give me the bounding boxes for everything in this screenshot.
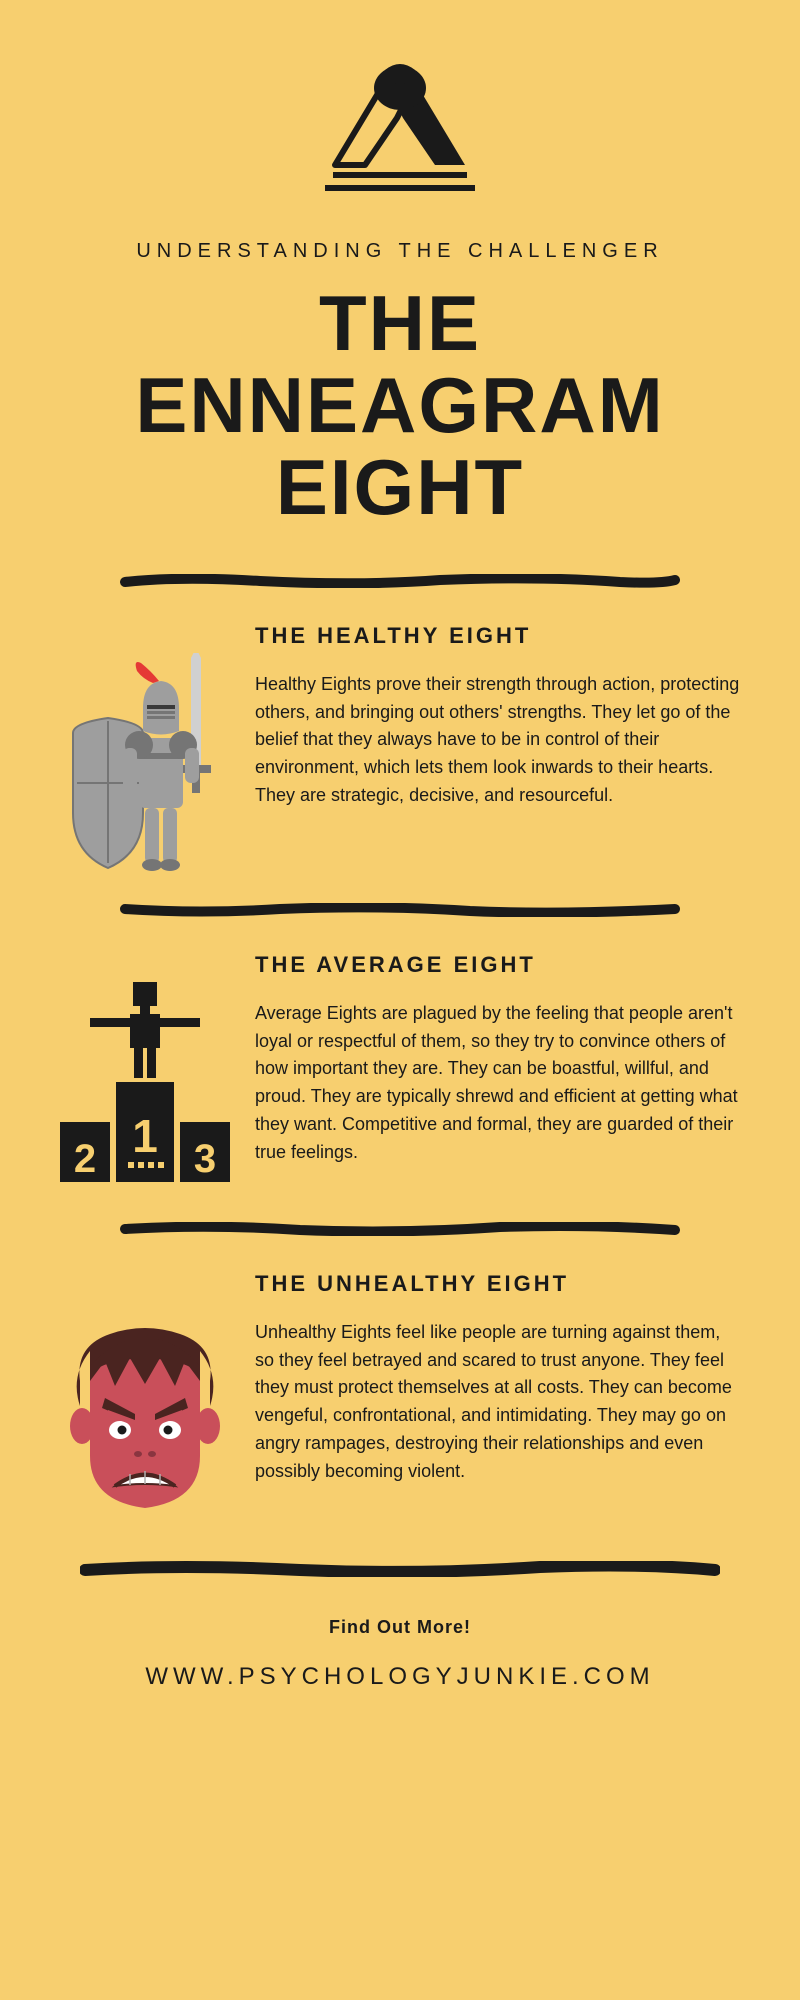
- divider-icon: [80, 1561, 720, 1577]
- section-unhealthy: THE UNHEALTHY EIGHT Unhealthy Eights fee…: [60, 1271, 740, 1516]
- section-healthy: THE HEALTHY EIGHT Healthy Eights prove t…: [60, 623, 740, 873]
- svg-text:2: 2: [74, 1137, 96, 1181]
- svg-text:3: 3: [194, 1137, 216, 1181]
- divider-icon: [120, 903, 680, 917]
- angry-face-icon: [60, 1271, 230, 1516]
- divider-icon: [120, 1222, 680, 1236]
- divider-icon: [120, 574, 680, 588]
- podium-icon: 1 2 3: [60, 952, 230, 1192]
- section-body: Average Eights are plagued by the feelin…: [255, 1000, 740, 1167]
- section-body: Healthy Eights prove their strength thro…: [255, 671, 740, 810]
- section-body: Unhealthy Eights feel like people are tu…: [255, 1319, 740, 1486]
- knight-icon: [60, 623, 230, 873]
- footer-url: WWW.PSYCHOLOGYJUNKIE.COM: [145, 1663, 654, 1691]
- svg-text:1: 1: [132, 1110, 158, 1162]
- section-title: THE AVERAGE EIGHT: [255, 952, 740, 978]
- section-average: 1 2 3 THE AVERAGE EIGHT Average Eights a…: [60, 952, 740, 1192]
- footer-cta: Find Out More!: [329, 1617, 471, 1638]
- header-subtitle: UNDERSTANDING THE CHALLENGER: [136, 240, 663, 263]
- section-title: THE HEALTHY EIGHT: [255, 623, 740, 649]
- section-title: THE UNHEALTHY EIGHT: [255, 1271, 740, 1297]
- header-title: THE ENNEAGRAM EIGHT: [60, 283, 740, 529]
- hero-icon: [305, 50, 495, 205]
